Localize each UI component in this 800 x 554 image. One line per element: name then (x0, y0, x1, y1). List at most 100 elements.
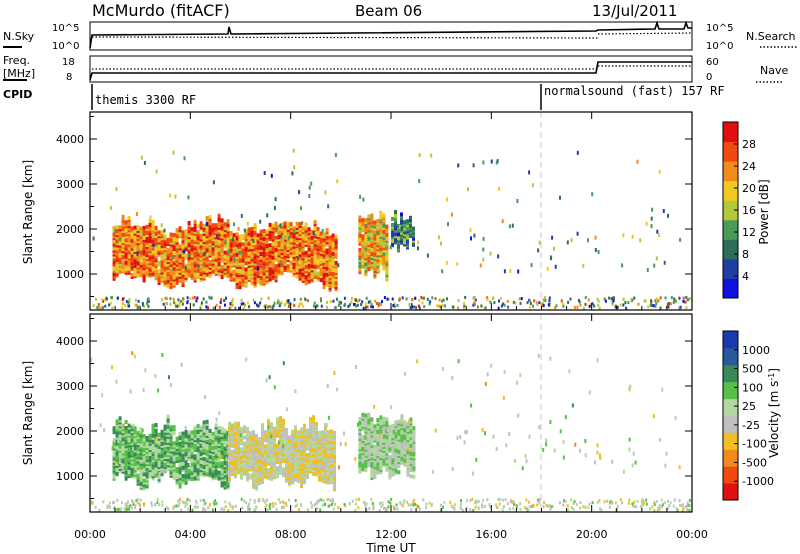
power-echo-cell (130, 256, 134, 261)
power-echo-cell (211, 267, 215, 272)
power-scatter-cell (291, 171, 294, 176)
power-echo-cell (268, 271, 272, 276)
power-scatter-cell (430, 153, 433, 158)
nsearch-trace-b (597, 32, 693, 35)
velocity-echo-cell (315, 422, 318, 426)
velocity-echo-cell (240, 465, 243, 470)
velocity-echo-cell (391, 468, 395, 473)
power-echo-cell (319, 249, 323, 254)
velocity-echo-cell (184, 464, 188, 469)
power-scatter-cell (233, 257, 236, 262)
velocity-echo-cell (166, 434, 170, 439)
power-echo-cell (202, 276, 206, 281)
power-echo-cell (382, 248, 386, 253)
velocity-echo-cell (294, 441, 297, 446)
velocity-echo-cell (112, 426, 116, 431)
power-ground-cell (369, 300, 372, 304)
power-scatter-cell (621, 263, 624, 268)
velocity-scatter-cell (188, 451, 191, 456)
power-echo-cell (196, 260, 200, 265)
power-echo-cell (244, 245, 248, 250)
velocity-echo-cell (217, 452, 221, 457)
power-ground-cell (182, 299, 185, 303)
velocity-echo-cell (154, 461, 158, 466)
power-echo-cell (166, 248, 170, 252)
power-ground-cell (387, 298, 390, 301)
power-echo-cell (172, 253, 176, 258)
power-echo-cell (325, 278, 329, 283)
power-ground-cell (593, 304, 596, 308)
power-scatter-cell (235, 246, 238, 251)
velocity-echo-cell (151, 437, 155, 442)
power-echo-cell (187, 227, 191, 232)
power-ground-cell (134, 298, 137, 302)
power-echo-cell (217, 258, 221, 263)
power-scatter-cell (266, 213, 269, 218)
power-echo-cell (127, 266, 131, 271)
velocity-echo-cell (127, 447, 131, 452)
power-ground-cell (293, 298, 296, 302)
power-echo-cell (316, 253, 320, 258)
power-echo-cell (184, 271, 188, 276)
velocity-echo-cell (318, 437, 321, 441)
power-scatter-cell (554, 264, 557, 269)
velocity-echo-cell (285, 446, 288, 451)
noise-right-tick-bottom: 10^0 (706, 41, 733, 52)
power-ground-cell (147, 297, 150, 301)
velocity-echo-cell (223, 436, 227, 441)
power-echo-cell (169, 268, 173, 273)
power-scatter-cell (357, 237, 360, 242)
velocity-echo-cell (178, 468, 182, 473)
power-colorbar-tick-label: 8 (742, 248, 749, 261)
power-echo-cell (328, 271, 332, 276)
power-echo-cell (319, 231, 323, 236)
velocity-echo-cell (406, 464, 410, 469)
power-echo-cell (166, 270, 170, 275)
velocity-echo-cell (397, 458, 401, 463)
power-ground-cell (674, 299, 677, 303)
velocity-echo-cell (367, 455, 371, 459)
velocity-echo-cell (214, 457, 218, 462)
power-ground-cell (319, 297, 322, 301)
power-ground-cell (97, 303, 100, 306)
power-echo-cell (202, 262, 206, 267)
velocity-echo-cell (243, 463, 246, 468)
power-colorbar-segment (723, 122, 738, 143)
velocity-echo-cell (142, 480, 146, 485)
power-ground-cell (354, 304, 357, 308)
power-ground-cell (414, 296, 417, 300)
power-echo-cell (127, 250, 131, 255)
velocity-echo-cell (199, 460, 203, 465)
velocity-echo-cell (267, 441, 270, 446)
velocity-echo-cell (112, 442, 116, 447)
power-echo-cell (304, 240, 308, 245)
power-echo-cell (130, 232, 134, 237)
power-echo-cell (181, 234, 185, 239)
power-echo-cell (244, 277, 248, 282)
power-scatter-cell (656, 229, 659, 234)
power-scatter-cell (658, 169, 661, 174)
velocity-scatter-cell (171, 431, 173, 436)
power-ground-cell (647, 305, 650, 309)
velocity-echo-cell (231, 466, 234, 470)
power-scatter-cell (259, 219, 262, 224)
power-echo-cell (169, 271, 173, 275)
power-echo-cell (148, 265, 152, 270)
power-echo-cell (400, 212, 403, 217)
power-ground-cell (498, 299, 500, 303)
velocity-echo-cell (127, 466, 131, 471)
velocity-echo-cell (151, 429, 155, 434)
power-ground-cell (111, 306, 114, 310)
power-echo-cell (382, 240, 386, 245)
power-scatter-cell (631, 234, 634, 239)
power-scatter-cell (113, 239, 116, 244)
velocity-echo-cell (130, 455, 134, 460)
velocity-echo-cell (151, 446, 155, 450)
power-echo-cell (145, 228, 149, 233)
power-echo-cell (166, 256, 170, 261)
velocity-echo-cell (243, 429, 246, 434)
velocity-echo-cell (228, 425, 231, 430)
power-echo-cell (325, 238, 329, 243)
velocity-echo-cell (270, 440, 273, 445)
